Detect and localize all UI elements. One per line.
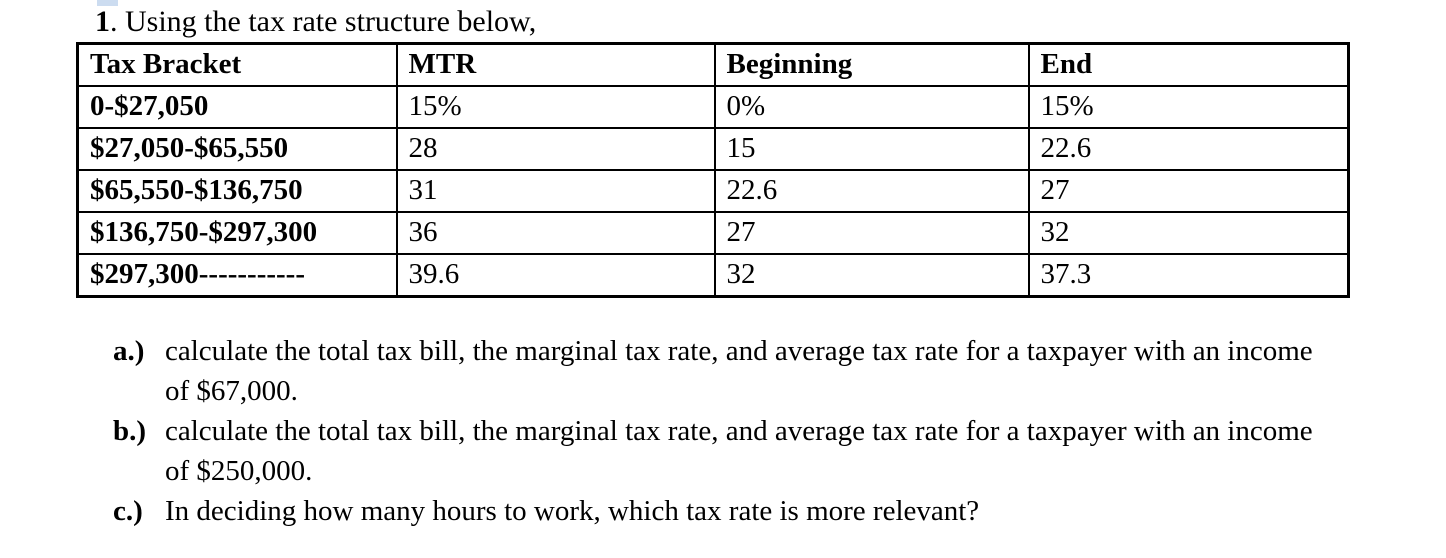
question-item-c: c.) In deciding how many hours to work, … xyxy=(113,491,1318,531)
cell-bracket: $65,550-$136,750 xyxy=(76,169,398,213)
table-row: $65,550-$136,750 31 22.6 27 xyxy=(76,169,1350,213)
column-header-mtr: MTR xyxy=(395,42,716,87)
cell-beginning: 15 xyxy=(713,127,1030,171)
cell-mtr: 36 xyxy=(395,211,716,255)
cell-bracket: $297,300----------- xyxy=(76,253,398,298)
cell-end: 32 xyxy=(1027,211,1350,255)
cell-end: 22.6 xyxy=(1027,127,1350,171)
question-b-text: calculate the total tax bill, the margin… xyxy=(165,415,1313,487)
cell-end: 15% xyxy=(1027,85,1350,129)
question-number: 1 xyxy=(95,5,110,38)
question-title: 1. Using the tax rate structure below, xyxy=(95,3,536,41)
cell-bracket: 0-$27,050 xyxy=(76,85,398,129)
table-row: $297,300----------- 39.6 32 37.3 xyxy=(76,253,1350,298)
cell-beginning: 32 xyxy=(713,253,1030,298)
table-row: $27,050-$65,550 28 15 22.6 xyxy=(76,127,1350,171)
table-header-row: Tax Bracket MTR Beginning End xyxy=(76,42,1350,87)
table-row: $136,750-$297,300 36 27 32 xyxy=(76,211,1350,255)
question-a-label: a.) xyxy=(113,335,145,367)
cell-beginning: 27 xyxy=(713,211,1030,255)
cell-end: 27 xyxy=(1027,169,1350,213)
cell-beginning: 0% xyxy=(713,85,1030,129)
question-item-a: a.) calculate the total tax bill, the ma… xyxy=(113,331,1318,411)
column-header-end: End xyxy=(1027,42,1350,87)
question-a-text: calculate the total tax bill, the margin… xyxy=(165,335,1313,407)
cell-mtr: 39.6 xyxy=(395,253,716,298)
questions-list: a.) calculate the total tax bill, the ma… xyxy=(113,331,1318,531)
cell-bracket: $27,050-$65,550 xyxy=(76,127,398,171)
question-c-label: c.) xyxy=(113,495,143,527)
selection-artifact xyxy=(97,0,118,6)
cell-mtr: 15% xyxy=(395,85,716,129)
cell-beginning: 22.6 xyxy=(713,169,1030,213)
tax-rate-table: Tax Bracket MTR Beginning End 0-$27,050 … xyxy=(76,42,1350,298)
cell-mtr: 31 xyxy=(395,169,716,213)
question-item-b: b.) calculate the total tax bill, the ma… xyxy=(113,411,1318,491)
question-c-text: In deciding how many hours to work, whic… xyxy=(165,495,980,527)
question-title-text: . Using the tax rate structure below, xyxy=(110,5,537,38)
cell-mtr: 28 xyxy=(395,127,716,171)
cell-bracket: $136,750-$297,300 xyxy=(76,211,398,255)
column-header-beginning: Beginning xyxy=(713,42,1030,87)
question-b-label: b.) xyxy=(113,415,147,447)
column-header-tax-bracket: Tax Bracket xyxy=(76,42,398,87)
cell-end: 37.3 xyxy=(1027,253,1350,298)
table-row: 0-$27,050 15% 0% 15% xyxy=(76,85,1350,129)
